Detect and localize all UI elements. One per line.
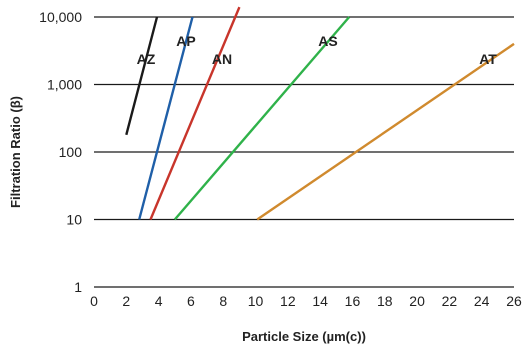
series-label-az: AZ — [137, 51, 156, 67]
x-tick-label: 4 — [155, 293, 163, 309]
x-tick-label: 20 — [409, 293, 425, 309]
x-tick-label: 0 — [90, 293, 98, 309]
x-tick-label: 16 — [345, 293, 361, 309]
x-tick-labels: 0 2 4 6 8 10 12 14 16 18 20 22 24 26 — [90, 293, 522, 309]
x-tick-label: 14 — [312, 293, 328, 309]
x-tick-label: 8 — [219, 293, 227, 309]
series-label-as: AS — [318, 33, 337, 49]
series-lines — [125, 6, 515, 221]
y-tick-labels: 1 10 100 1,000 10,000 — [39, 9, 82, 295]
x-tick-label: 12 — [280, 293, 296, 309]
series-line-at — [256, 42, 515, 221]
y-tick-label: 1,000 — [47, 77, 82, 93]
x-tick-label: 24 — [474, 293, 490, 309]
series-line-as — [173, 16, 351, 221]
series-label-at: AT — [479, 51, 497, 67]
x-tick-label: 2 — [122, 293, 130, 309]
x-tick-label: 22 — [442, 293, 458, 309]
series-line-az — [125, 16, 159, 136]
x-axis-title: Particle Size (µm(c)) — [242, 329, 366, 344]
series-line-an — [149, 6, 241, 220]
y-tick-label: 10,000 — [39, 9, 82, 25]
x-tick-label: 6 — [187, 293, 195, 309]
y-tick-label: 100 — [59, 144, 83, 160]
series-label-ap: AP — [176, 33, 195, 49]
x-tick-label: 18 — [377, 293, 393, 309]
x-tick-label: 10 — [248, 293, 264, 309]
series-line-ap — [138, 16, 194, 220]
y-axis-title: Filtration Ratio (β) — [8, 96, 23, 208]
gridlines — [94, 16, 514, 288]
y-tick-label: 1 — [74, 279, 82, 295]
y-tick-label: 10 — [66, 212, 82, 228]
series-label-an: AN — [212, 51, 232, 67]
x-tick-label: 26 — [506, 293, 522, 309]
series-labels: AZ AP AN AS AT — [137, 33, 498, 67]
